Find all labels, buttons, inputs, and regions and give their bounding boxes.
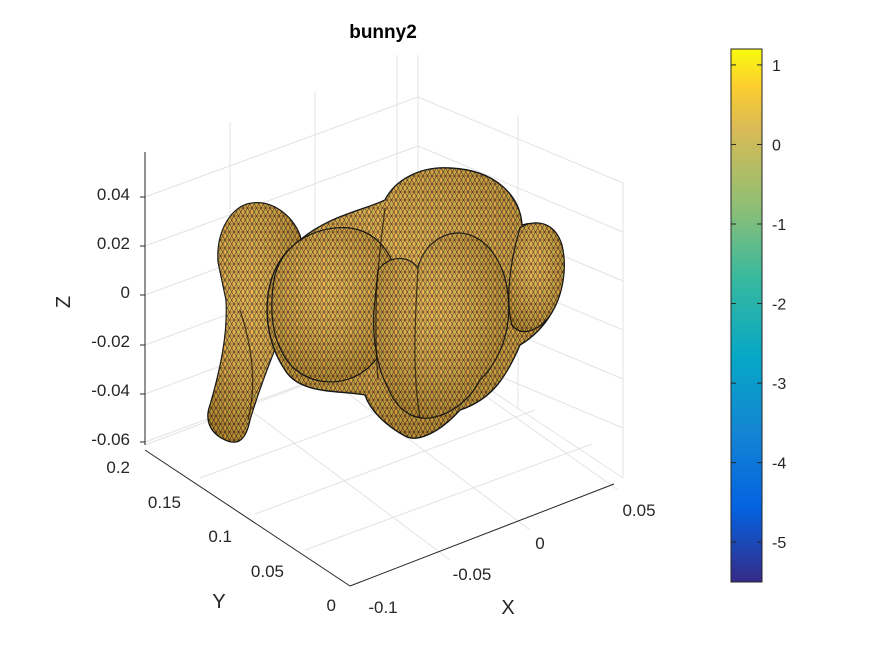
y-tick-label: 0.1 — [208, 527, 232, 546]
colorbar: 1 0 -1 -2 -3 -4 -5 — [730, 48, 786, 583]
axes — [144, 152, 615, 587]
z-tick-label: 0.04 — [97, 185, 130, 204]
y-axis-line — [144, 449, 351, 587]
y-axis-label: Y — [212, 591, 225, 613]
bunny-surface — [207, 167, 565, 443]
x-ticks: -0.1 -0.05 0 0.05 — [368, 501, 655, 617]
colorbar-tick-label: -5 — [772, 535, 786, 552]
y-ticks: 0.2 0.15 0.1 0.05 0 — [106, 458, 336, 615]
x-tick-label: 0.05 — [622, 501, 655, 520]
z-tick-label: 0 — [121, 283, 130, 302]
z-tick-label: -0.06 — [91, 430, 130, 449]
colorbar-tick-label: -1 — [772, 217, 786, 234]
y-tick-label: 0.15 — [148, 493, 181, 512]
y-tick-label: 0.05 — [251, 562, 284, 581]
x-axis-label: X — [501, 597, 514, 619]
colorbar-tick-label: 1 — [772, 58, 781, 75]
colorbar-gradient — [730, 48, 763, 583]
chart-title: bunny2 — [349, 22, 417, 43]
z-axis-label: Z — [53, 296, 75, 308]
z-tick-label: -0.02 — [91, 332, 130, 351]
colorbar-tick-label: -4 — [772, 456, 786, 473]
x-tick-label: -0.1 — [368, 598, 397, 617]
colorbar-tick-label: -2 — [772, 297, 786, 314]
x-tick-label: -0.05 — [453, 565, 492, 584]
colorbar-tick-label: 0 — [772, 137, 781, 154]
y-tick-label: 0.2 — [106, 458, 130, 477]
z-tick-label: 0.02 — [97, 234, 130, 253]
y-tick-label: 0 — [327, 596, 336, 615]
z-tick-label: -0.04 — [91, 381, 130, 400]
x-tick-label: 0 — [535, 534, 544, 553]
x-axis-line — [349, 483, 615, 587]
colorbar-tick-label: -3 — [772, 376, 786, 393]
z-ticks: 0.04 0.02 0 -0.02 -0.04 -0.06 — [91, 185, 145, 449]
